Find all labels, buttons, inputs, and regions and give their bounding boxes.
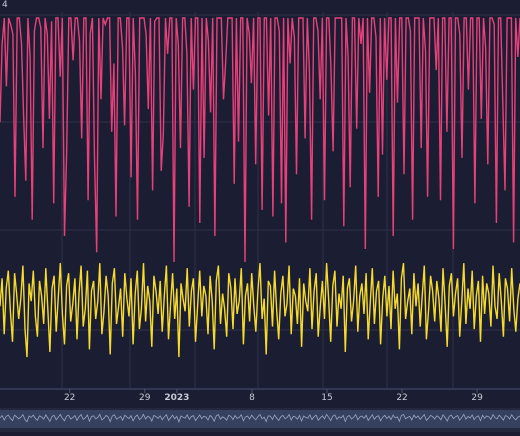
navigator-series-line	[0, 413, 520, 423]
x-tick-label-6: 29	[471, 393, 483, 403]
series-line-yellow	[0, 263, 520, 358]
corner-label: 4	[2, 0, 8, 10]
x-tick-label-2: 2023	[164, 393, 189, 403]
x-tick-label-1: 29	[139, 393, 151, 403]
x-tick-label-5: 22	[396, 393, 407, 403]
x-tick-label-3: 8	[249, 393, 255, 403]
navigator[interactable]	[0, 408, 520, 432]
navigator-window	[0, 410, 520, 428]
x-tick-label-4: 15	[321, 393, 332, 403]
series-line-pink	[0, 17, 520, 263]
x-tick-label-0: 22	[64, 393, 75, 403]
series-group	[0, 17, 520, 358]
x-axis: 22 29 2023 8 15 22 29	[0, 388, 520, 403]
